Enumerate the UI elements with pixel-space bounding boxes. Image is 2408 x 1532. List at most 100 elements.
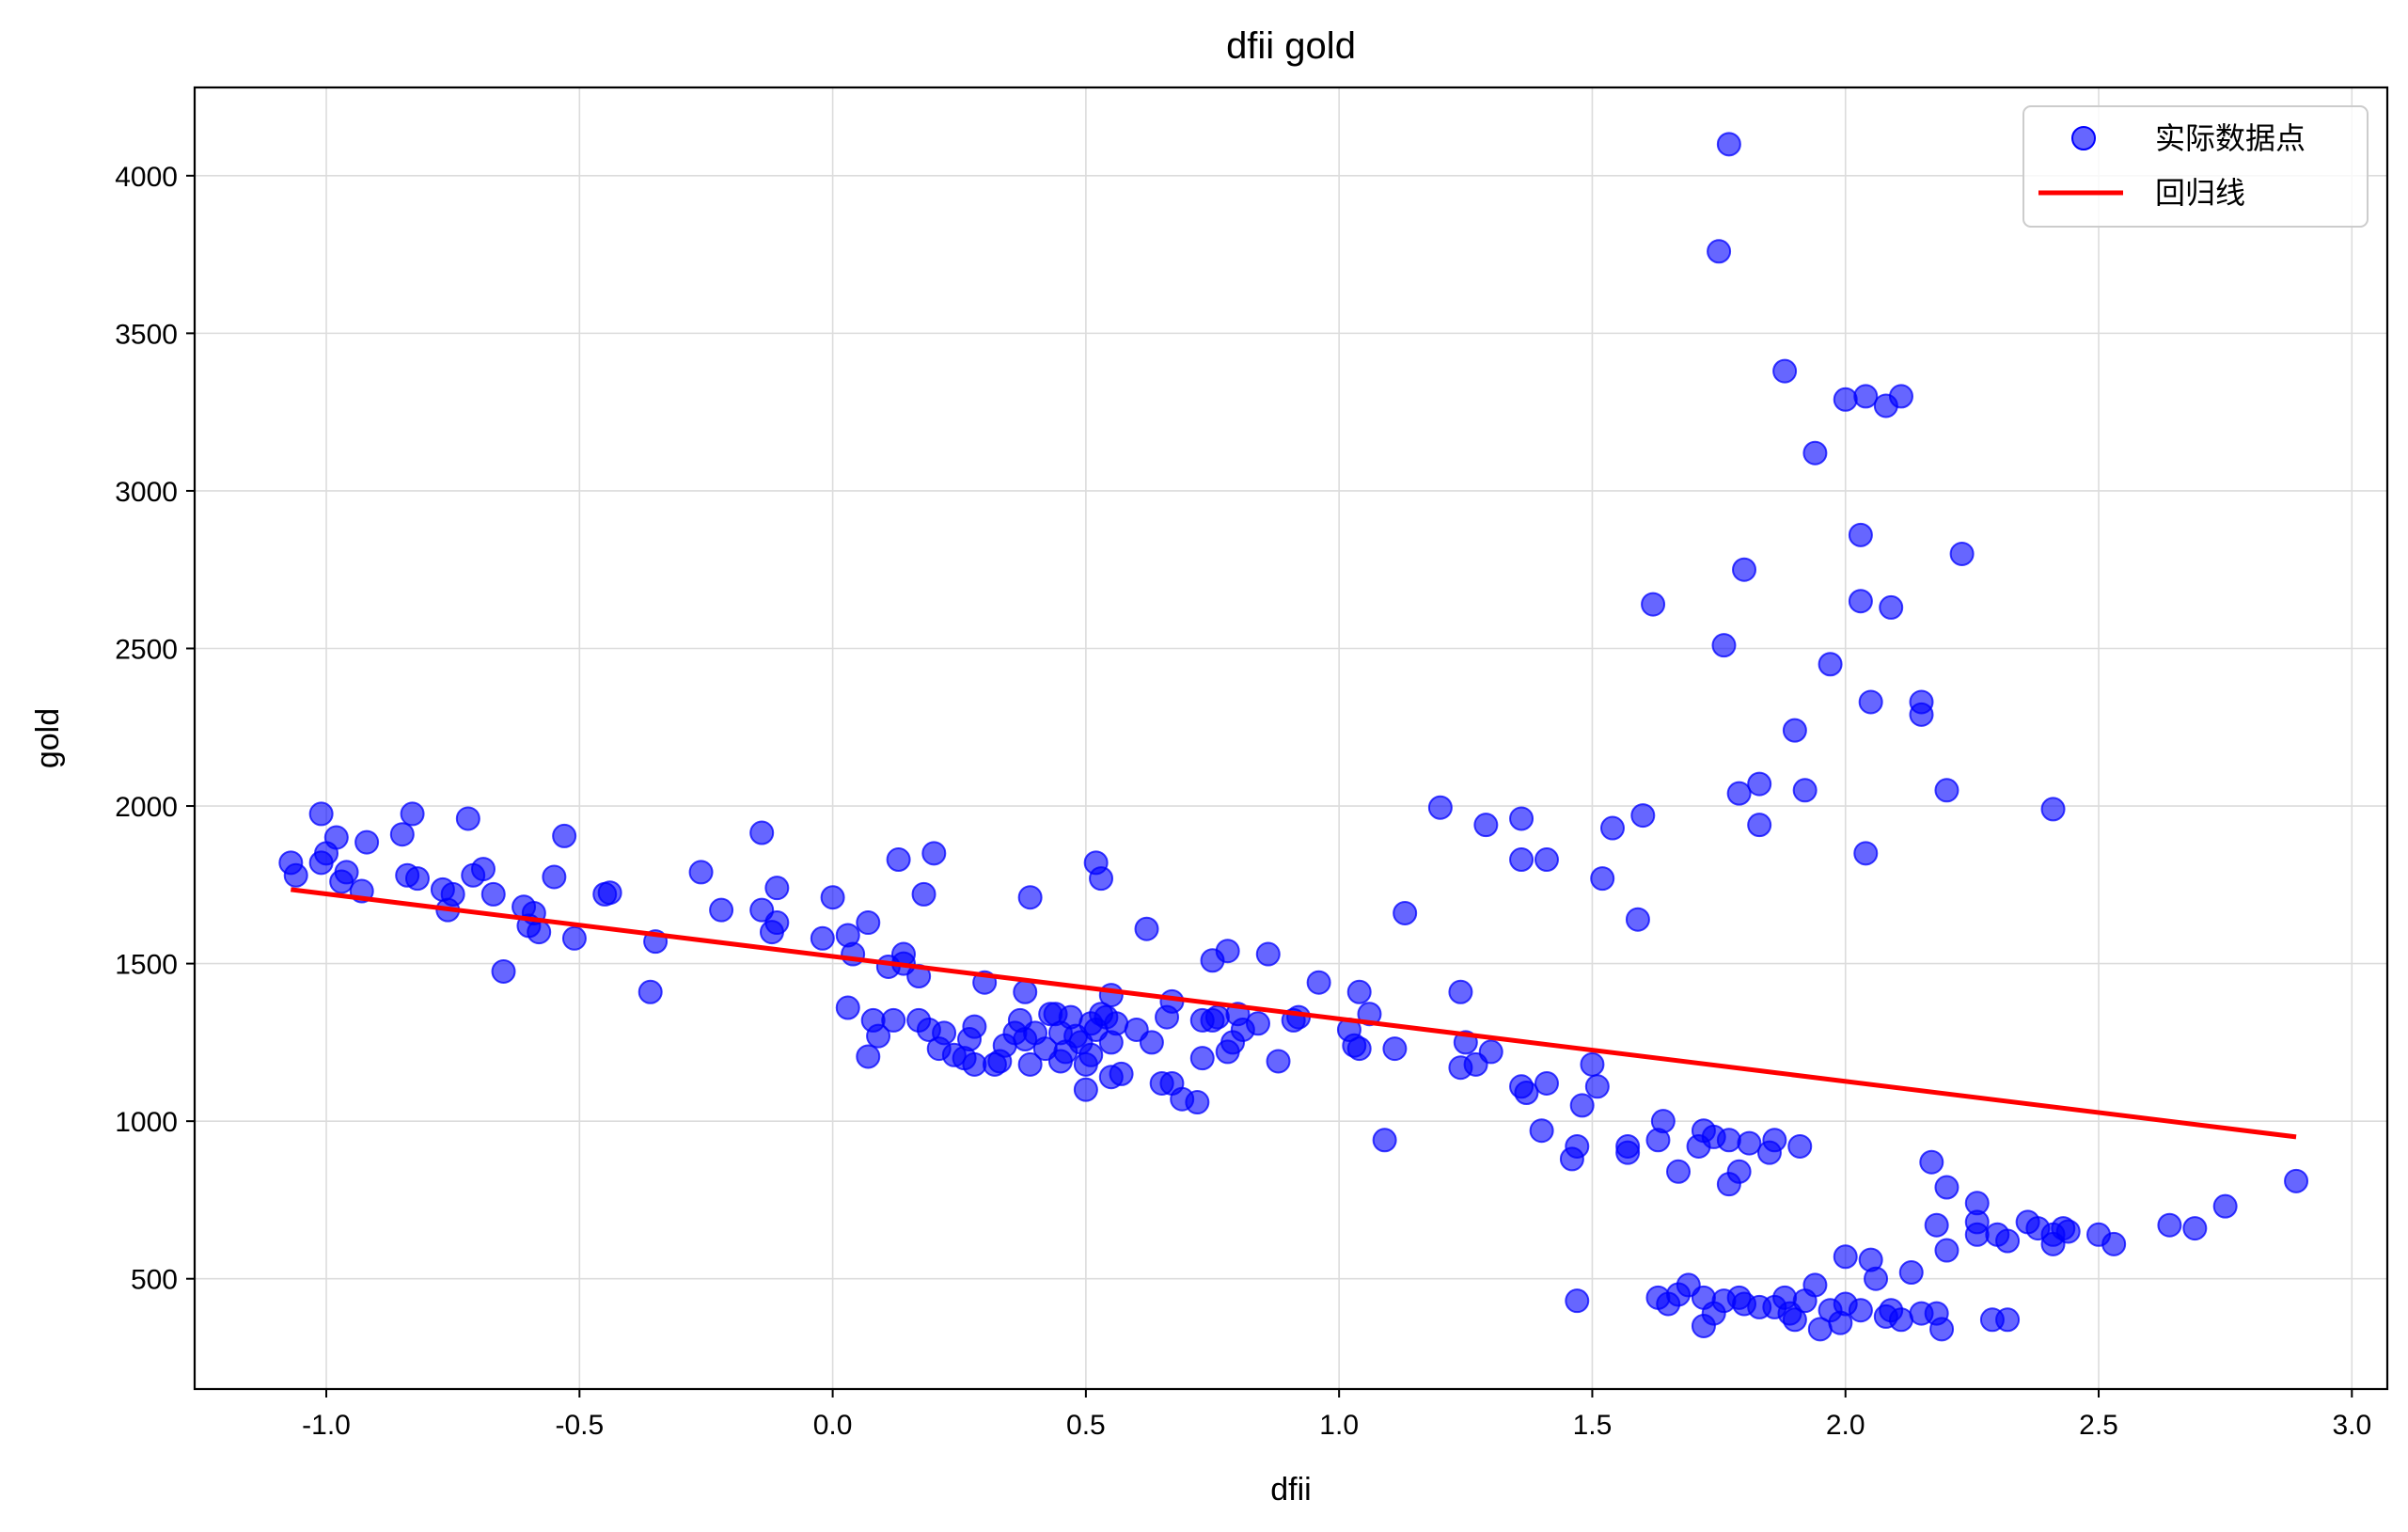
data-point [1802, 440, 1828, 466]
y-tick-label: 2000 [115, 792, 178, 823]
data-point [2284, 1168, 2309, 1193]
data-point [334, 860, 359, 885]
data-point [1306, 970, 1331, 995]
x-tick-label: 0.5 [1066, 1410, 1106, 1441]
legend-label-points: 实际数据点 [2155, 120, 2306, 156]
data-point [1189, 1046, 1215, 1071]
y-tick-label: 3500 [115, 319, 178, 350]
data-point [688, 860, 714, 885]
data-point [1630, 803, 1656, 829]
data-point [1534, 1070, 1559, 1096]
data-point [1372, 1128, 1397, 1153]
data-point [323, 825, 349, 850]
data-point [1509, 847, 1535, 873]
data-point [1073, 1077, 1098, 1102]
legend-scatter-marker [2071, 126, 2096, 150]
data-point [308, 801, 334, 827]
data-point [597, 880, 622, 906]
data-point [1514, 1080, 1539, 1105]
grid-lines [195, 87, 2387, 1389]
data-point [1104, 1011, 1129, 1036]
data-point [1266, 1049, 1291, 1074]
data-point [1858, 689, 1883, 715]
data-point [1641, 592, 1666, 617]
data-point [1747, 771, 1772, 797]
data-point [962, 1014, 987, 1039]
data-point [1919, 1149, 1944, 1175]
data-point [1716, 132, 1741, 157]
x-tick-label: 1.5 [1573, 1410, 1613, 1441]
data-point [1747, 813, 1772, 838]
data-point [1848, 522, 1873, 547]
data-point [1732, 557, 1757, 582]
data-point [389, 822, 415, 847]
x-tick-label: 0.0 [813, 1410, 853, 1441]
data-point [1245, 1011, 1270, 1036]
data-point [881, 1007, 906, 1033]
data-point [1848, 1298, 1873, 1323]
data-point [820, 885, 845, 910]
data-point [2055, 1219, 2081, 1244]
data-point [1393, 900, 1418, 925]
data-point [440, 881, 465, 907]
data-point [1934, 1238, 1959, 1263]
data-point [1782, 718, 1807, 743]
data-point [1509, 806, 1535, 831]
data-point [1098, 983, 1124, 1008]
data-point [1949, 541, 1975, 566]
y-tick-label: 3000 [115, 477, 178, 508]
legend: 实际数据点 回归线 [2022, 105, 2369, 228]
data-point [1599, 815, 1625, 841]
data-point [1762, 1128, 1787, 1153]
data-point [2212, 1193, 2238, 1219]
data-point [856, 1044, 881, 1069]
data-point [1934, 778, 1959, 803]
data-point [1792, 778, 1818, 803]
data-point [283, 862, 308, 888]
data-point [480, 881, 506, 907]
data-point [1995, 1228, 2021, 1254]
data-point [1833, 1244, 1858, 1270]
data-point [404, 866, 430, 892]
x-tick-label: -0.5 [555, 1410, 604, 1441]
x-tick-label: 1.0 [1319, 1410, 1359, 1441]
data-point [1864, 1266, 1889, 1291]
data-point [1215, 939, 1240, 964]
data-point [1382, 1036, 1408, 1062]
chart-title: dfii gold [1226, 25, 1356, 67]
data-point [1909, 689, 1934, 715]
data-point [932, 1020, 957, 1046]
regression-line-group [291, 887, 2297, 1140]
data-point [1109, 1061, 1134, 1086]
data-point [1529, 1118, 1554, 1144]
regression-line [291, 887, 2297, 1140]
data-point [1848, 589, 1873, 614]
data-point [1995, 1307, 2021, 1333]
data-point [470, 857, 496, 882]
legend-box [2022, 105, 2369, 228]
x-axis-label: dfii [1270, 1472, 1311, 1508]
data-point [1716, 1128, 1741, 1153]
data-point [835, 995, 860, 1020]
y-tick-label: 1000 [115, 1107, 178, 1138]
data-point [1255, 941, 1281, 967]
data-point [2157, 1212, 2182, 1238]
y-tick-label: 4000 [115, 162, 178, 193]
data-point [749, 820, 775, 845]
data-point [542, 864, 567, 890]
data-point [1929, 1317, 1955, 1342]
data-point [1934, 1175, 1959, 1200]
data-point [1853, 841, 1879, 866]
data-point [1134, 916, 1159, 941]
x-tick-label: 3.0 [2332, 1410, 2371, 1441]
y-axis-label: gold [30, 708, 66, 768]
data-point [1782, 1307, 1807, 1333]
x-axis-ticks: -1.0 -0.5 0.0 0.5 1.0 1.5 2.0 2.5 3.0 [302, 1389, 2371, 1441]
data-point [1898, 1260, 1924, 1286]
data-point [911, 881, 936, 907]
data-point [856, 910, 881, 936]
data-point [921, 841, 947, 866]
